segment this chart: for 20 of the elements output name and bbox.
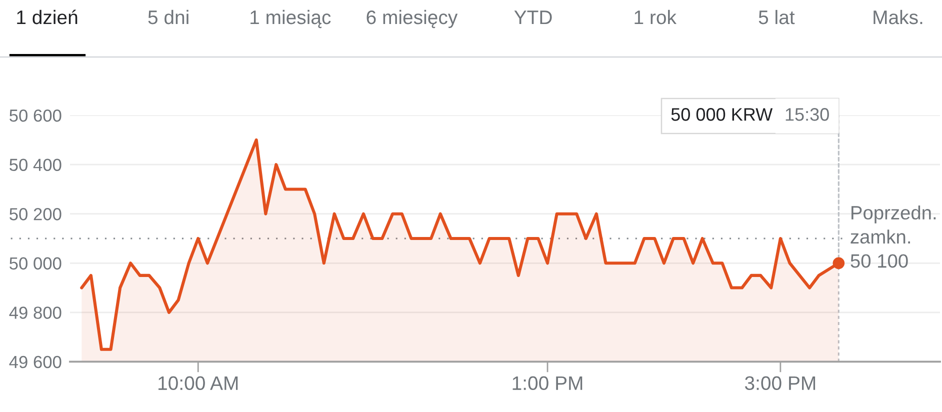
y-tick-label: 49 600 bbox=[9, 356, 62, 368]
x-tick-label: 10:00 AM bbox=[158, 376, 238, 390]
text: 1 rok bbox=[634, 10, 676, 24]
annotation: 50 000 KRW bbox=[671, 108, 773, 121]
y-tick-label: 50 400 bbox=[10, 158, 62, 172]
text: YTD bbox=[514, 10, 552, 24]
x-tick-label: 1:00 PM bbox=[512, 376, 582, 390]
text: 6 miesięcy bbox=[366, 10, 458, 28]
text: 5 lat bbox=[758, 10, 795, 24]
text: 1 miesiąc bbox=[250, 10, 331, 28]
text: Maks. bbox=[874, 10, 922, 24]
y-tick-label: 50 600 bbox=[10, 109, 62, 122]
y-tick-label: 49 800 bbox=[9, 306, 62, 319]
y-tick-label: 50 000 bbox=[10, 257, 62, 270]
ref-line-label: Poprzedn. zamkn. 50 100 bbox=[850, 205, 936, 268]
annotation: 15:30 bbox=[786, 108, 829, 121]
x-tick-label: 3:00 PM bbox=[744, 376, 816, 390]
y-tick-label: 50 200 bbox=[10, 208, 62, 220]
text: 5 dni bbox=[148, 10, 188, 24]
text: 1 dzień bbox=[17, 10, 78, 24]
